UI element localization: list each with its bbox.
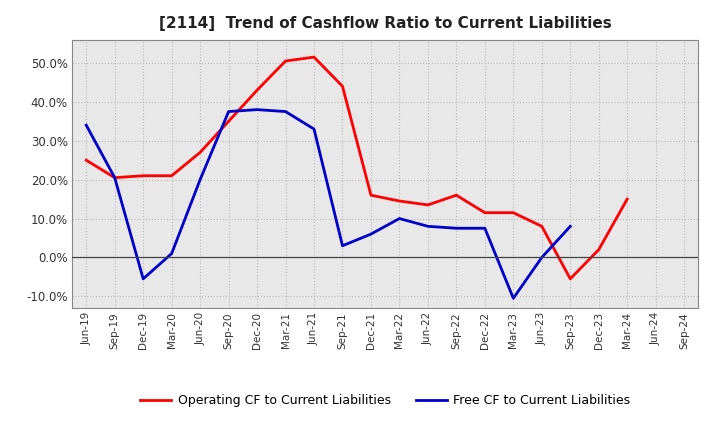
Free CF to Current Liabilities xyxy=(509,296,518,301)
Legend: Operating CF to Current Liabilities, Free CF to Current Liabilities: Operating CF to Current Liabilities, Fre… xyxy=(135,389,635,412)
Free CF to Current Liabilities xyxy=(82,122,91,128)
Operating CF to Current Liabilities xyxy=(423,202,432,208)
Line: Operating CF to Current Liabilities: Operating CF to Current Liabilities xyxy=(86,57,627,279)
Free CF to Current Liabilities xyxy=(423,224,432,229)
Operating CF to Current Liabilities xyxy=(537,224,546,229)
Free CF to Current Liabilities xyxy=(110,175,119,180)
Operating CF to Current Liabilities xyxy=(452,193,461,198)
Operating CF to Current Liabilities xyxy=(509,210,518,215)
Free CF to Current Liabilities xyxy=(282,109,290,114)
Operating CF to Current Liabilities xyxy=(595,247,603,252)
Free CF to Current Liabilities xyxy=(139,276,148,282)
Operating CF to Current Liabilities xyxy=(139,173,148,178)
Operating CF to Current Liabilities xyxy=(110,175,119,180)
Free CF to Current Liabilities xyxy=(253,107,261,112)
Operating CF to Current Liabilities xyxy=(480,210,489,215)
Operating CF to Current Liabilities xyxy=(366,193,375,198)
Free CF to Current Liabilities xyxy=(338,243,347,249)
Operating CF to Current Liabilities xyxy=(167,173,176,178)
Free CF to Current Liabilities xyxy=(395,216,404,221)
Operating CF to Current Liabilities xyxy=(253,88,261,93)
Free CF to Current Liabilities xyxy=(310,126,318,132)
Title: [2114]  Trend of Cashflow Ratio to Current Liabilities: [2114] Trend of Cashflow Ratio to Curren… xyxy=(159,16,611,32)
Operating CF to Current Liabilities xyxy=(623,196,631,202)
Operating CF to Current Liabilities xyxy=(282,59,290,64)
Free CF to Current Liabilities xyxy=(196,177,204,182)
Line: Free CF to Current Liabilities: Free CF to Current Liabilities xyxy=(86,110,570,298)
Free CF to Current Liabilities xyxy=(566,224,575,229)
Operating CF to Current Liabilities xyxy=(196,150,204,155)
Operating CF to Current Liabilities xyxy=(395,198,404,204)
Free CF to Current Liabilities xyxy=(452,226,461,231)
Operating CF to Current Liabilities xyxy=(82,158,91,163)
Free CF to Current Liabilities xyxy=(480,226,489,231)
Free CF to Current Liabilities xyxy=(366,231,375,237)
Operating CF to Current Liabilities xyxy=(338,84,347,89)
Free CF to Current Liabilities xyxy=(225,109,233,114)
Operating CF to Current Liabilities xyxy=(310,55,318,60)
Operating CF to Current Liabilities xyxy=(566,276,575,282)
Free CF to Current Liabilities xyxy=(537,255,546,260)
Free CF to Current Liabilities xyxy=(167,251,176,256)
Operating CF to Current Liabilities xyxy=(225,119,233,124)
